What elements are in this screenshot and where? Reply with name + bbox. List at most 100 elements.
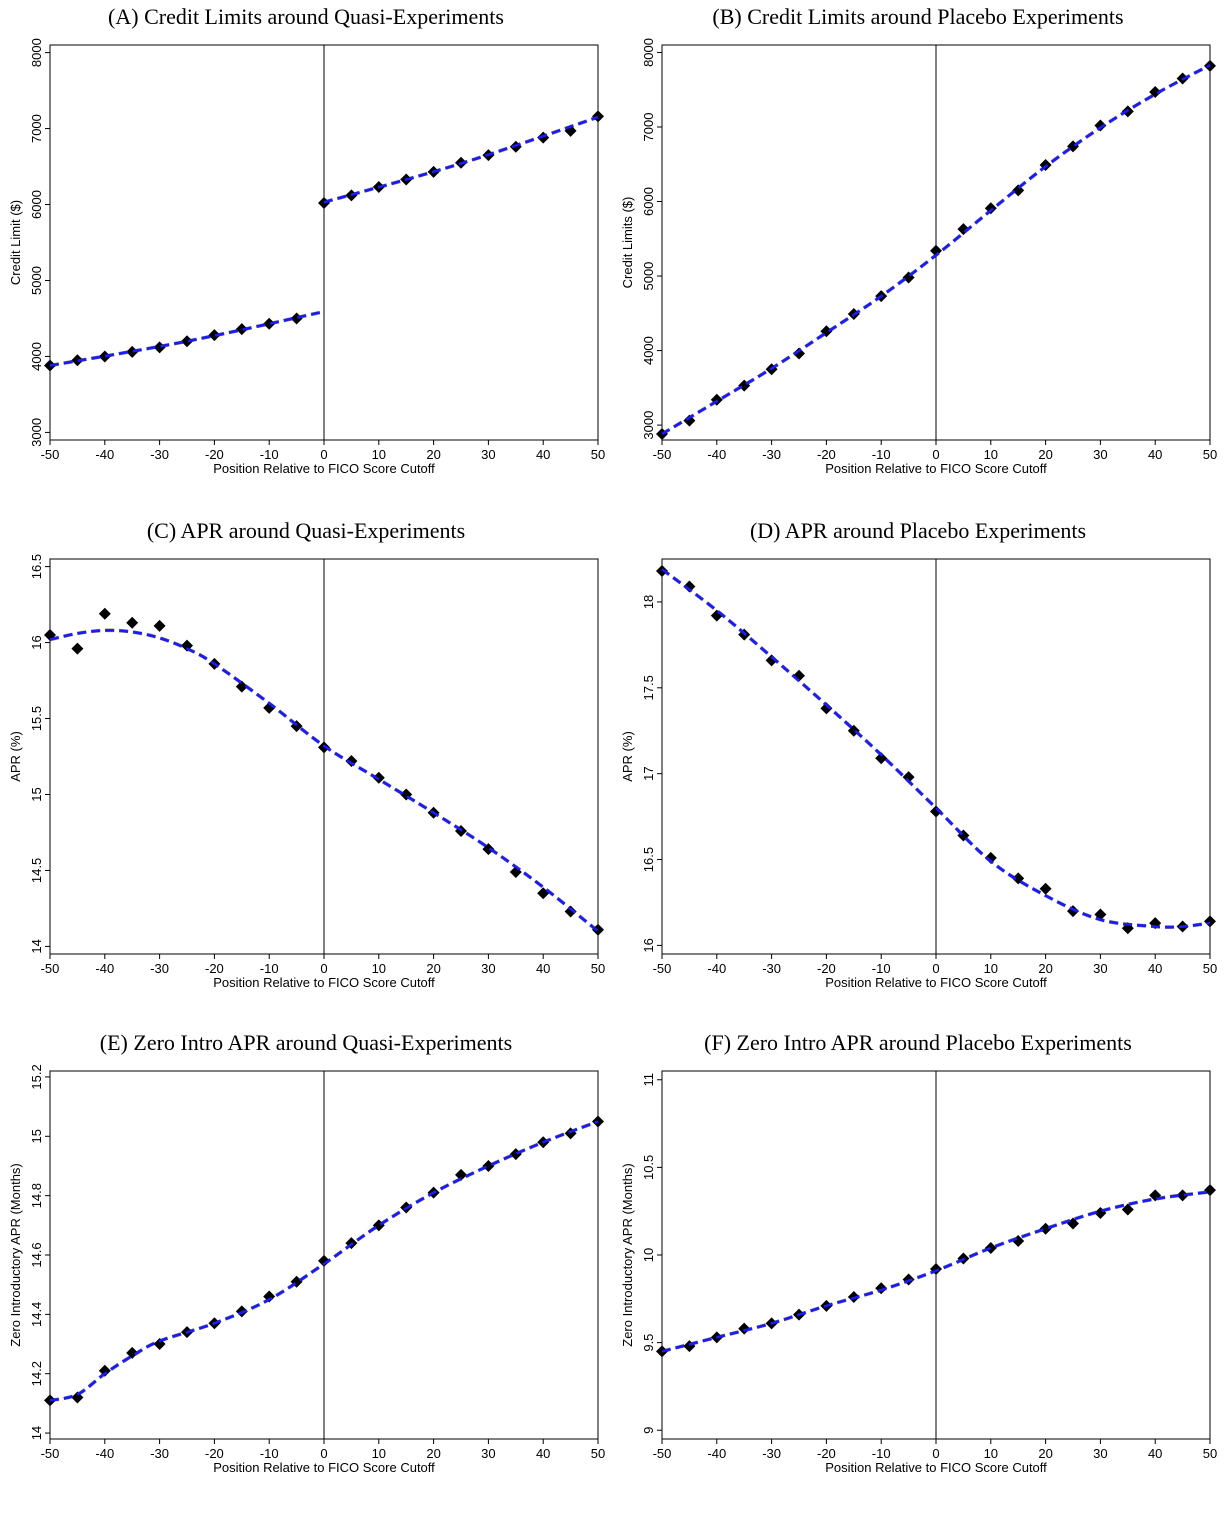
chart-title: (E) Zero Intro APR around Quasi-Experime…: [99, 1030, 513, 1055]
y-axis-label: APR (%): [8, 731, 23, 782]
data-point: [592, 110, 604, 123]
y-tick-label: 9.5: [641, 1334, 656, 1352]
y-axis-label: Zero Introductory APR (Months): [8, 1163, 23, 1347]
x-tick-label: 10: [372, 1446, 386, 1461]
x-tick-label: -20: [817, 1446, 836, 1461]
data-point: [930, 805, 942, 818]
data-point: [820, 702, 833, 715]
chart-c: -50 -40 -30 -20 -10 0 10 20 30 40 50 14 14.5 15 15.5 16…: [8, 554, 605, 990]
y-tick-label: 10: [641, 1248, 656, 1262]
y-tick-label: 3000: [641, 411, 656, 440]
x-tick-label: -40: [707, 447, 726, 462]
data-point: [126, 616, 139, 629]
x-tick-label: -20: [205, 1446, 224, 1461]
y-tick-label: 16.5: [29, 554, 44, 579]
x-tick-label: 40: [1148, 1446, 1162, 1461]
data-point: [683, 1340, 696, 1353]
x-tick-label: 50: [1203, 961, 1217, 976]
x-tick-label: -10: [872, 961, 891, 976]
x-tick-label: -40: [95, 961, 114, 976]
x-tick-label: 40: [1148, 447, 1162, 462]
chart-a: -50 -40 -30 -20 -10 0 10 20 30 40 50 3000 4000 5000 60…: [8, 38, 605, 476]
x-tick-label: -50: [41, 447, 60, 462]
y-tick-label: 15: [29, 1129, 44, 1143]
data-point: [1149, 85, 1162, 98]
x-tick-label: 0: [320, 447, 327, 462]
x-tick-label: -50: [41, 961, 60, 976]
data-point: [126, 1346, 139, 1359]
data-point: [455, 1168, 467, 1181]
y-axis-label: Zero Introductory APR (Months): [620, 1163, 635, 1347]
chart-f: -50 -40 -30 -20 -10 0 10 20 30 40 50 9 9.5 10 10.5 11 Po…: [620, 1070, 1217, 1475]
chart-title: (B) Credit Limits around Placebo Experim…: [712, 4, 1124, 29]
y-tick-label: 17.5: [641, 675, 656, 700]
x-tick-label: -10: [260, 961, 279, 976]
y-tick-label: 6000: [29, 190, 44, 219]
chart-title: (A) Credit Limits around Quasi-Experimen…: [108, 4, 504, 29]
y-tick-label: 17: [641, 766, 656, 780]
x-tick-label: -20: [817, 447, 836, 462]
y-tick-label: 14.6: [29, 1242, 44, 1267]
x-tick-label: 30: [481, 1446, 495, 1461]
fit-line: [49, 310, 325, 367]
data-point: [208, 329, 221, 342]
data-point: [656, 1345, 668, 1358]
data-point: [181, 639, 193, 652]
data-point: [1204, 1184, 1216, 1197]
x-tick-label: -50: [653, 961, 672, 976]
fit-line: [323, 115, 599, 204]
data-point: [1039, 882, 1052, 895]
x-tick-label: -30: [762, 447, 781, 462]
y-tick-label: 14.8: [29, 1183, 44, 1208]
data-point: [957, 223, 970, 236]
data-point: [1094, 1206, 1107, 1219]
y-tick-label: 10.5: [641, 1155, 656, 1180]
data-point: [71, 642, 84, 655]
x-tick-label: 10: [372, 961, 386, 976]
x-tick-label: 40: [536, 1446, 550, 1461]
x-axis-label: Position Relative to FICO Score Cutoff: [213, 461, 435, 476]
data-point: [482, 843, 495, 856]
y-tick-label: 3000: [29, 418, 44, 447]
y-tick-label: 15: [29, 787, 44, 801]
y-tick-label: 14: [29, 939, 44, 953]
y-tick-label: 11: [641, 1073, 656, 1087]
y-tick-label: 4000: [641, 336, 656, 365]
x-tick-label: -30: [150, 447, 169, 462]
y-tick-label: 15.2: [29, 1064, 44, 1089]
x-tick-label: 0: [932, 961, 939, 976]
x-tick-label: -20: [205, 447, 224, 462]
x-axis-label: Position Relative to FICO Score Cutoff: [825, 461, 1047, 476]
x-tick-label: 50: [591, 961, 605, 976]
x-axis-label: Position Relative to FICO Score Cutoff: [213, 975, 435, 990]
x-tick-label: 0: [932, 447, 939, 462]
y-tick-label: 14.2: [29, 1361, 44, 1386]
x-tick-label: -50: [653, 447, 672, 462]
panel-f: (F) Zero Intro APR around Placebo Experi…: [612, 1026, 1224, 1526]
y-tick-label: 14: [29, 1426, 44, 1440]
data-point: [98, 350, 111, 363]
x-tick-label: 10: [984, 447, 998, 462]
x-tick-label: 0: [932, 1446, 939, 1461]
y-tick-label: 16: [641, 938, 656, 952]
x-tick-label: -10: [872, 1446, 891, 1461]
x-tick-label: -40: [707, 961, 726, 976]
x-tick-label: 10: [372, 447, 386, 462]
x-tick-label: 50: [1203, 447, 1217, 462]
data-point: [153, 1338, 166, 1351]
x-tick-label: 50: [591, 447, 605, 462]
data-point: [793, 347, 805, 360]
x-tick-label: -10: [260, 1446, 279, 1461]
data-point: [1204, 915, 1216, 928]
x-tick-label: -30: [762, 1446, 781, 1461]
x-tick-label: 0: [320, 1446, 327, 1461]
x-tick-label: -20: [817, 961, 836, 976]
x-tick-label: -20: [205, 961, 224, 976]
x-tick-label: -50: [653, 1446, 672, 1461]
y-tick-label: 5000: [641, 262, 656, 291]
y-axis-label: APR (%): [620, 731, 635, 782]
x-tick-label: 30: [481, 447, 495, 462]
x-tick-label: -10: [260, 447, 279, 462]
y-tick-label: 8000: [29, 38, 44, 67]
data-point: [902, 771, 915, 784]
